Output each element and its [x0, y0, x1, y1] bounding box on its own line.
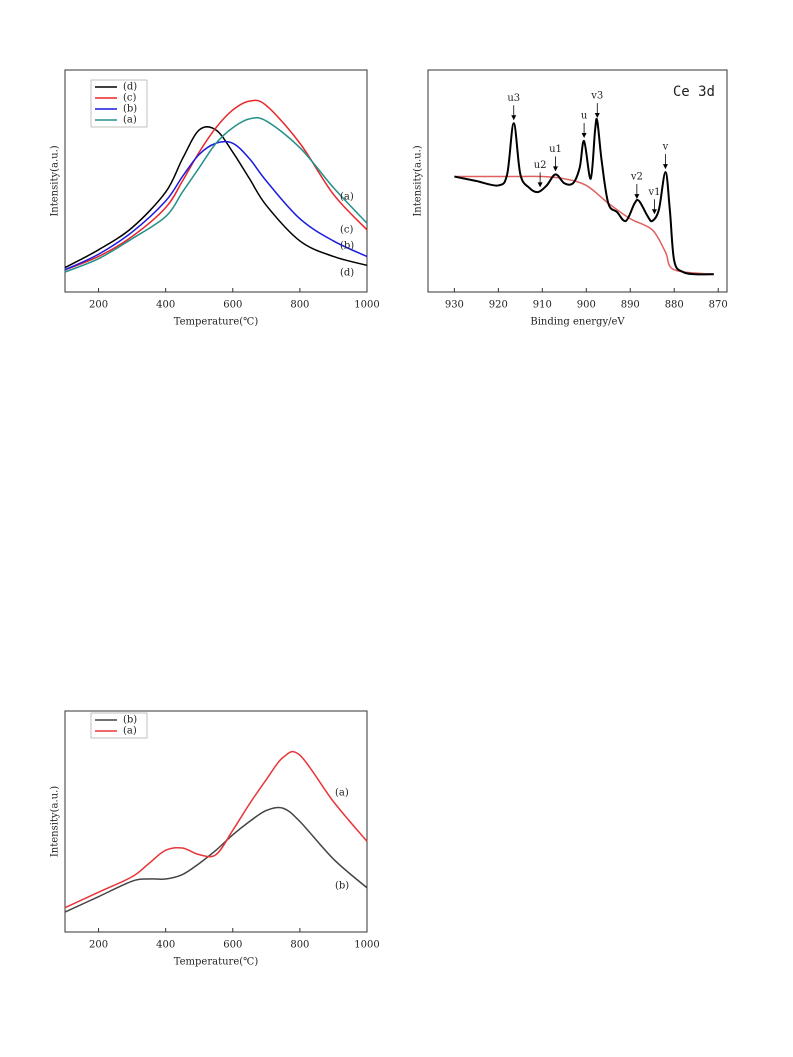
- peak-arrowhead: [537, 182, 543, 188]
- peak-label: u3: [507, 93, 520, 104]
- peak-arrowhead: [553, 166, 559, 172]
- y-axis-label: Intensity(a.u.): [413, 145, 424, 216]
- legend-label: (a): [123, 726, 137, 737]
- peak-label: v2: [630, 172, 643, 183]
- peak-label: u1: [549, 144, 562, 155]
- y-axis-label: Intensity(a.u.): [50, 145, 61, 216]
- peak-arrowhead: [511, 115, 517, 121]
- curve-annotation: (b): [340, 241, 354, 252]
- series-line: [64, 806, 368, 913]
- series-line: [454, 117, 714, 276]
- x-tick-label: 870: [709, 300, 728, 311]
- x-tick-label: 920: [489, 300, 508, 311]
- x-tick-label: 400: [156, 940, 175, 951]
- curve-annotation: (c): [340, 225, 354, 236]
- x-tick-label: 930: [445, 300, 464, 311]
- x-tick-label: 1000: [354, 940, 379, 951]
- series-line: [64, 99, 368, 271]
- peak-label: v: [662, 142, 669, 153]
- x-tick-label: 890: [621, 300, 640, 311]
- legend-label: (b): [123, 715, 137, 726]
- legend-box: [90, 712, 148, 739]
- y-axis-label: Intensity(a.u.): [50, 786, 61, 857]
- x-tick-label: 910: [533, 300, 552, 311]
- curve-annotation: (b): [335, 881, 349, 892]
- x-axis-label: Temperature(℃): [174, 317, 259, 328]
- legend-label: (a): [123, 115, 137, 126]
- x-tick-label: 1000: [354, 300, 379, 311]
- peak-label: v1: [647, 187, 660, 198]
- peak-arrowhead: [581, 133, 587, 139]
- peak-arrowhead: [651, 209, 657, 215]
- x-axis-label: Temperature(℃): [174, 957, 259, 968]
- plot-frame: [427, 69, 728, 293]
- x-tick-label: 600: [223, 940, 242, 951]
- plot-frame: [64, 69, 368, 293]
- x-axis-label: Binding energy/eV: [530, 317, 625, 328]
- peak-label: u2: [534, 160, 547, 171]
- series-line: [64, 116, 368, 273]
- legend-label: (c): [123, 93, 137, 104]
- curve-annotation: (d): [340, 268, 354, 279]
- x-tick-label: 880: [665, 300, 684, 311]
- plot-frame: [64, 710, 368, 933]
- peak-arrowhead: [634, 194, 640, 200]
- curve-annotation: (a): [340, 192, 354, 203]
- x-tick-label: 900: [577, 300, 596, 311]
- peak-arrowhead: [662, 164, 668, 170]
- x-tick-label: 400: [156, 300, 175, 311]
- x-tick-label: 200: [89, 940, 108, 951]
- peak-label: v3: [590, 91, 603, 102]
- series-line: [64, 750, 368, 909]
- x-tick-label: 200: [89, 300, 108, 311]
- x-tick-label: 800: [290, 940, 309, 951]
- legend-label: (b): [123, 104, 137, 115]
- curve-annotation: (a): [335, 788, 349, 799]
- chart-title: Ce 3d: [673, 84, 715, 100]
- x-tick-label: 800: [290, 300, 309, 311]
- series-line: [64, 125, 368, 269]
- peak-arrowhead: [594, 113, 600, 119]
- legend-box: [90, 79, 148, 128]
- peak-label: u: [581, 111, 588, 122]
- x-tick-label: 600: [223, 300, 242, 311]
- legend-label: (d): [123, 82, 137, 93]
